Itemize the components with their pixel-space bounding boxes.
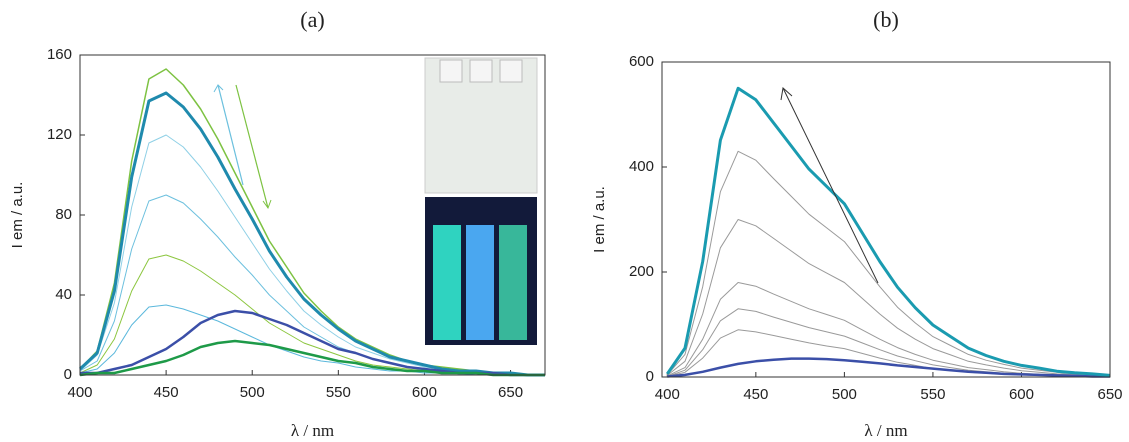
cap — [469, 59, 493, 83]
plot-frame — [79, 54, 546, 376]
arrow-head — [213, 84, 224, 93]
x-axis-label: λ / nm — [864, 421, 907, 440]
y-tick-label: 40 — [55, 286, 72, 303]
y-axis-label: I em / a.u. — [591, 186, 608, 253]
y-tick-label: 0 — [646, 368, 654, 385]
y-tick-label: 160 — [47, 46, 72, 63]
series-line — [79, 339, 545, 377]
x-tick-label: 550 — [326, 384, 351, 401]
x-tick-label: 550 — [920, 386, 945, 403]
cap — [499, 59, 523, 83]
y-tick-label: 80 — [55, 206, 72, 223]
vial-glow — [433, 225, 461, 340]
series-line — [667, 357, 1110, 378]
vial-glow — [499, 225, 527, 340]
x-tick-label: 500 — [832, 386, 857, 403]
arrow-head — [780, 87, 793, 101]
series-line — [666, 150, 1111, 376]
y-tick-label: 600 — [629, 53, 654, 70]
x-tick-label: 400 — [67, 384, 92, 401]
x-tick-label: 450 — [743, 386, 768, 403]
series-line — [666, 86, 1111, 377]
arrows — [213, 84, 879, 284]
chart-title: (a) — [300, 7, 324, 32]
vial-glow — [466, 225, 494, 340]
series-line — [666, 219, 1111, 377]
x-tick-label: 650 — [1097, 386, 1122, 403]
x-tick-label: 400 — [655, 386, 680, 403]
x-tick-label: 650 — [498, 384, 523, 401]
x-tick-label: 600 — [1009, 386, 1034, 403]
chart-panel: (b) λ / nm I em / a.u. 0 200 400 600 400 450 500 5… — [591, 7, 1123, 440]
plot-frame — [661, 61, 1111, 378]
x-tick-label: 450 — [154, 384, 179, 401]
cap — [439, 59, 463, 83]
arrow-head — [262, 199, 272, 210]
x-tick-label: 600 — [412, 384, 437, 401]
y-tick-label: 400 — [629, 158, 654, 175]
arrow — [235, 84, 269, 209]
y-axis-label: I em / a.u. — [9, 182, 26, 249]
arrow — [217, 84, 244, 186]
y-tick-label: 120 — [47, 126, 72, 143]
series-line — [667, 308, 1110, 377]
chart-title: (b) — [873, 7, 899, 32]
y-tick-label: 200 — [629, 263, 654, 280]
series-line — [78, 91, 545, 377]
arrow — [782, 87, 879, 284]
x-axis-label: λ / nm — [291, 421, 334, 440]
x-tick-label: 500 — [240, 384, 265, 401]
y-tick-label: 0 — [64, 366, 72, 383]
chart-panel: (a) λ / nm I em / a.u. 0 40 80 120 160 400 450 500… — [9, 7, 546, 440]
inset-photos — [424, 57, 538, 345]
